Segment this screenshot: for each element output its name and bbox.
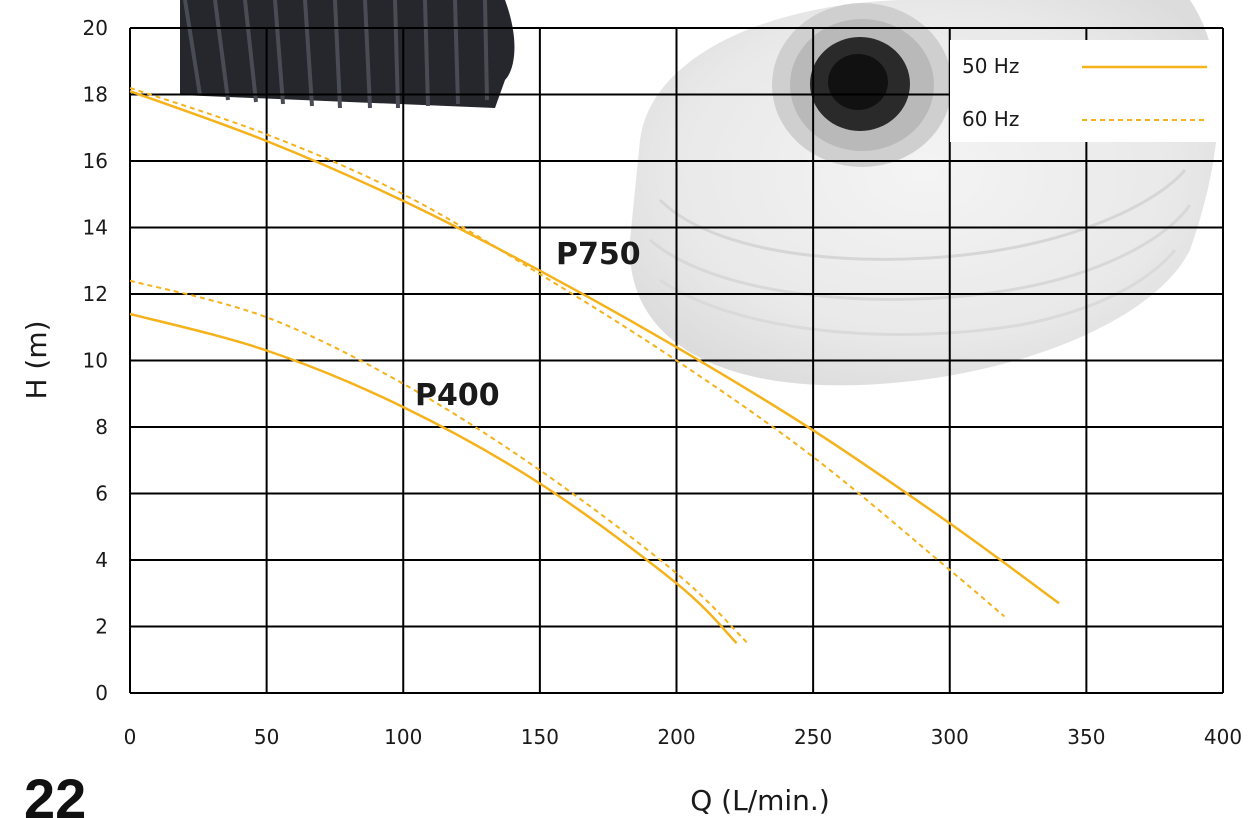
- y-tick-label: 2: [95, 615, 108, 639]
- x-tick-label: 400: [1204, 725, 1242, 749]
- curve-label-p750: P750: [556, 237, 641, 272]
- y-tick-label: 14: [83, 216, 108, 240]
- pump-image: [180, 0, 515, 109]
- x-tick-label: 50: [254, 725, 279, 749]
- x-axis-label: Q (L/min.): [690, 784, 830, 817]
- x-tick-label: 100: [384, 725, 422, 749]
- y-tick-label: 6: [95, 482, 108, 506]
- x-tick-label: 0: [124, 725, 137, 749]
- y-tick-label: 18: [83, 83, 108, 107]
- y-tick-label: 12: [83, 282, 108, 306]
- y-axis-ticks: 0 2 4 6 8 10 12 14 16 18 20: [83, 16, 108, 705]
- grid-lines: [129, 27, 1224, 694]
- legend-label-60hz: 60 Hz: [962, 107, 1019, 131]
- performance-curves: [129, 86, 1060, 644]
- x-tick-label: 300: [931, 725, 969, 749]
- curve-p400-50hz: [129, 312, 738, 644]
- y-axis-label: H (m): [20, 320, 53, 399]
- curve-label-p400: P400: [415, 378, 500, 413]
- x-tick-label: 250: [794, 725, 832, 749]
- legend: 50 Hz 60 Hz: [950, 40, 1222, 142]
- x-axis-ticks: 0 50 100 150 200 250 300 350 400: [124, 725, 1242, 749]
- curve-p750-60hz: [129, 86, 1006, 618]
- y-tick-label: 4: [95, 548, 108, 572]
- y-tick-label: 20: [83, 16, 108, 40]
- page-number: 22: [24, 767, 86, 818]
- legend-label-50hz: 50 Hz: [962, 54, 1019, 78]
- y-tick-label: 8: [95, 415, 108, 439]
- x-tick-label: 150: [521, 725, 559, 749]
- curve-p750-50hz: [129, 90, 1060, 605]
- x-tick-label: 200: [657, 725, 695, 749]
- y-tick-label: 10: [83, 349, 108, 373]
- x-tick-label: 350: [1067, 725, 1105, 749]
- y-tick-label: 0: [95, 681, 108, 705]
- curve-p400-60hz: [129, 279, 749, 644]
- y-tick-label: 16: [83, 149, 108, 173]
